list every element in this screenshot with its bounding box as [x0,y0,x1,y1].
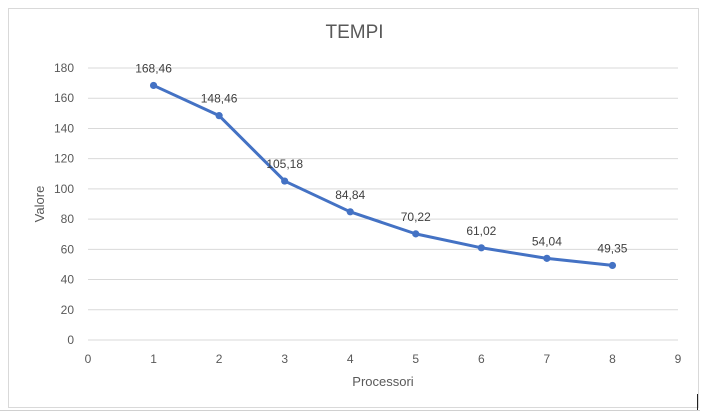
y-tick-label: 140 [54,121,74,135]
y-tick-label: 40 [61,273,75,287]
x-tick-label: 0 [85,352,92,366]
x-tick-label: 7 [544,352,551,366]
x-tick-label: 9 [675,352,682,366]
data-label: 61,02 [466,224,496,238]
x-tick-label: 5 [412,352,419,366]
y-tick-label: 180 [54,61,74,75]
chart-title: TEMPI [325,22,384,43]
data-label: 148,46 [201,92,238,106]
y-tick-label: 20 [61,303,75,317]
y-tick-label: 100 [54,182,74,196]
y-tick-label: 80 [61,212,75,226]
x-axis-title: Processori [352,374,414,389]
chart-area [8,8,699,408]
x-tick-label: 8 [609,352,616,366]
x-tick-label: 3 [281,352,288,366]
data-label: 70,22 [401,210,431,224]
x-tick-label: 4 [347,352,354,366]
series-line [152,83,614,267]
data-point [215,112,223,120]
y-tick-label: 120 [54,152,74,166]
x-tick-label: 6 [478,352,485,366]
data-label: 49,35 [597,241,627,255]
divider [0,410,700,411]
data-point [412,230,420,238]
data-label: 105,18 [266,157,303,171]
data-label: 84,84 [335,188,365,202]
text-cursor [697,394,698,410]
data-point [477,244,485,252]
y-tick-label: 0 [67,333,74,347]
data-label: 168,46 [135,61,172,75]
data-point [346,208,354,216]
data-point [608,261,617,270]
data-point [543,254,551,262]
y-tick-label: 160 [54,91,74,105]
data-point [149,81,158,90]
y-axis-title: Valore [32,186,47,223]
data-label: 54,04 [532,234,562,248]
y-tick-label: 60 [61,242,75,256]
data-point [281,177,289,185]
x-tick-label: 1 [150,352,157,366]
x-tick-label: 2 [216,352,223,366]
